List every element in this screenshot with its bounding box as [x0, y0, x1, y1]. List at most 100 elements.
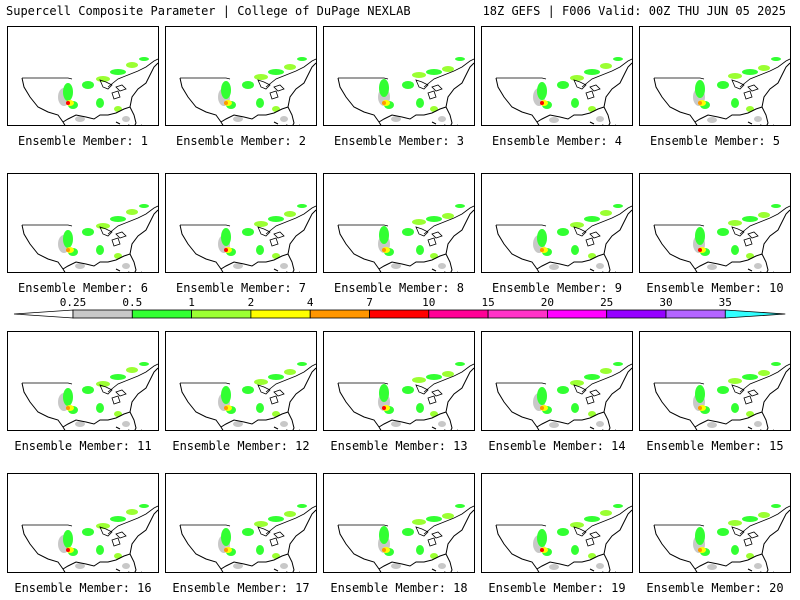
scp-contour: [717, 228, 729, 236]
scp-contour: [110, 216, 126, 222]
color-scale-tick-label: 1: [188, 296, 195, 309]
geographic-boundary: [573, 526, 601, 547]
scp-contour: [570, 380, 584, 386]
scp-contour: [426, 69, 442, 75]
scp-contour: [242, 81, 254, 89]
geographic-boundary: [338, 505, 474, 535]
map-canvas: [179, 57, 316, 125]
scp-contour: [412, 519, 426, 525]
map-canvas: [179, 504, 316, 572]
scp-contour: [122, 116, 130, 122]
scp-contour: [549, 117, 559, 123]
scp-contour: [96, 223, 110, 229]
ensemble-member-map: [639, 173, 791, 273]
color-swatch: [547, 309, 608, 319]
geographic-boundary: [573, 79, 601, 100]
geographic-boundary: [115, 568, 142, 572]
geographic-boundary: [338, 58, 474, 88]
color-scale-tick-label: 15: [481, 296, 495, 309]
scp-contour: [256, 403, 264, 413]
ensemble-member-map: [481, 26, 633, 126]
geographic-boundary: [654, 363, 790, 393]
scp-contour: [540, 548, 544, 552]
ensemble-member-map: [7, 473, 159, 573]
geographic-boundary: [747, 121, 774, 125]
geographic-boundary: [653, 209, 790, 272]
scp-contour: [557, 386, 569, 394]
color-scale-tick-label: 10: [422, 296, 436, 309]
color-swatch: [606, 309, 667, 319]
geographic-boundary: [431, 568, 458, 572]
scp-contour: [233, 563, 243, 569]
scp-contour: [416, 403, 424, 413]
ensemble-member-map: [7, 173, 159, 273]
map-canvas: [337, 57, 474, 125]
scp-contour: [596, 563, 604, 569]
scp-contour: [728, 378, 742, 384]
scp-contour: [570, 222, 584, 228]
geographic-boundary: [747, 426, 774, 430]
scp-contour: [96, 76, 110, 82]
geographic-boundary: [179, 367, 316, 430]
geographic-boundary: [495, 509, 632, 572]
map-canvas: [653, 204, 790, 272]
ensemble-member-label: Ensemble Member: 7: [175, 281, 307, 295]
scp-contour: [402, 228, 414, 236]
scp-contour: [758, 370, 770, 376]
scp-contour: [110, 516, 126, 522]
ensemble-member-label: Ensemble Member: 14: [488, 439, 626, 453]
scp-contour: [571, 403, 579, 413]
scp-contour: [728, 220, 742, 226]
color-swatch: [665, 309, 726, 319]
scp-contour: [742, 374, 758, 380]
scp-contour: [600, 368, 612, 374]
scp-contour: [221, 386, 231, 404]
scp-contour: [66, 406, 70, 410]
map-canvas: [495, 362, 632, 430]
scp-contour: [549, 564, 559, 570]
scp-contour: [379, 526, 389, 544]
geographic-boundary: [180, 363, 316, 393]
scp-contour: [537, 229, 547, 247]
scp-contour: [613, 362, 623, 366]
scp-contour: [268, 516, 284, 522]
scp-contour: [758, 512, 770, 518]
geographic-boundary: [337, 62, 474, 125]
ensemble-member-label: Ensemble Member: 10: [646, 281, 784, 295]
scp-contour: [596, 116, 604, 122]
scp-contour: [256, 245, 264, 255]
geographic-boundary: [415, 79, 443, 100]
scp-contour: [613, 504, 623, 508]
scp-contour: [268, 374, 284, 380]
geographic-boundary: [431, 268, 458, 272]
scp-contour: [416, 245, 424, 255]
color-swatch: [131, 309, 193, 319]
scp-contour: [96, 403, 104, 413]
scp-contour: [596, 263, 604, 269]
ensemble-member-map: [165, 26, 317, 126]
geographic-boundary: [589, 121, 616, 125]
ensemble-member-map: [7, 26, 159, 126]
scp-contour: [537, 529, 547, 547]
geographic-boundary: [99, 384, 127, 405]
ensemble-member-label: Ensemble Member: 5: [649, 134, 781, 148]
ensemble-member-label: Ensemble Member: 9: [491, 281, 623, 295]
geographic-boundary: [21, 209, 158, 272]
geographic-boundary: [179, 509, 316, 572]
scp-contour: [268, 216, 284, 222]
scp-contour: [284, 211, 296, 217]
scp-contour: [82, 81, 94, 89]
geographic-boundary: [257, 384, 285, 405]
scp-contour: [442, 371, 454, 377]
scp-contour: [75, 263, 85, 269]
scp-contour: [96, 245, 104, 255]
scp-contour: [438, 116, 446, 122]
scp-contour: [695, 227, 705, 245]
ensemble-member-label: Ensemble Member: 15: [646, 439, 784, 453]
scp-contour: [75, 116, 85, 122]
geographic-boundary: [22, 205, 158, 235]
scp-contour: [695, 80, 705, 98]
map-canvas: [495, 504, 632, 572]
scp-contour: [438, 421, 446, 427]
map-canvas: [337, 362, 474, 430]
